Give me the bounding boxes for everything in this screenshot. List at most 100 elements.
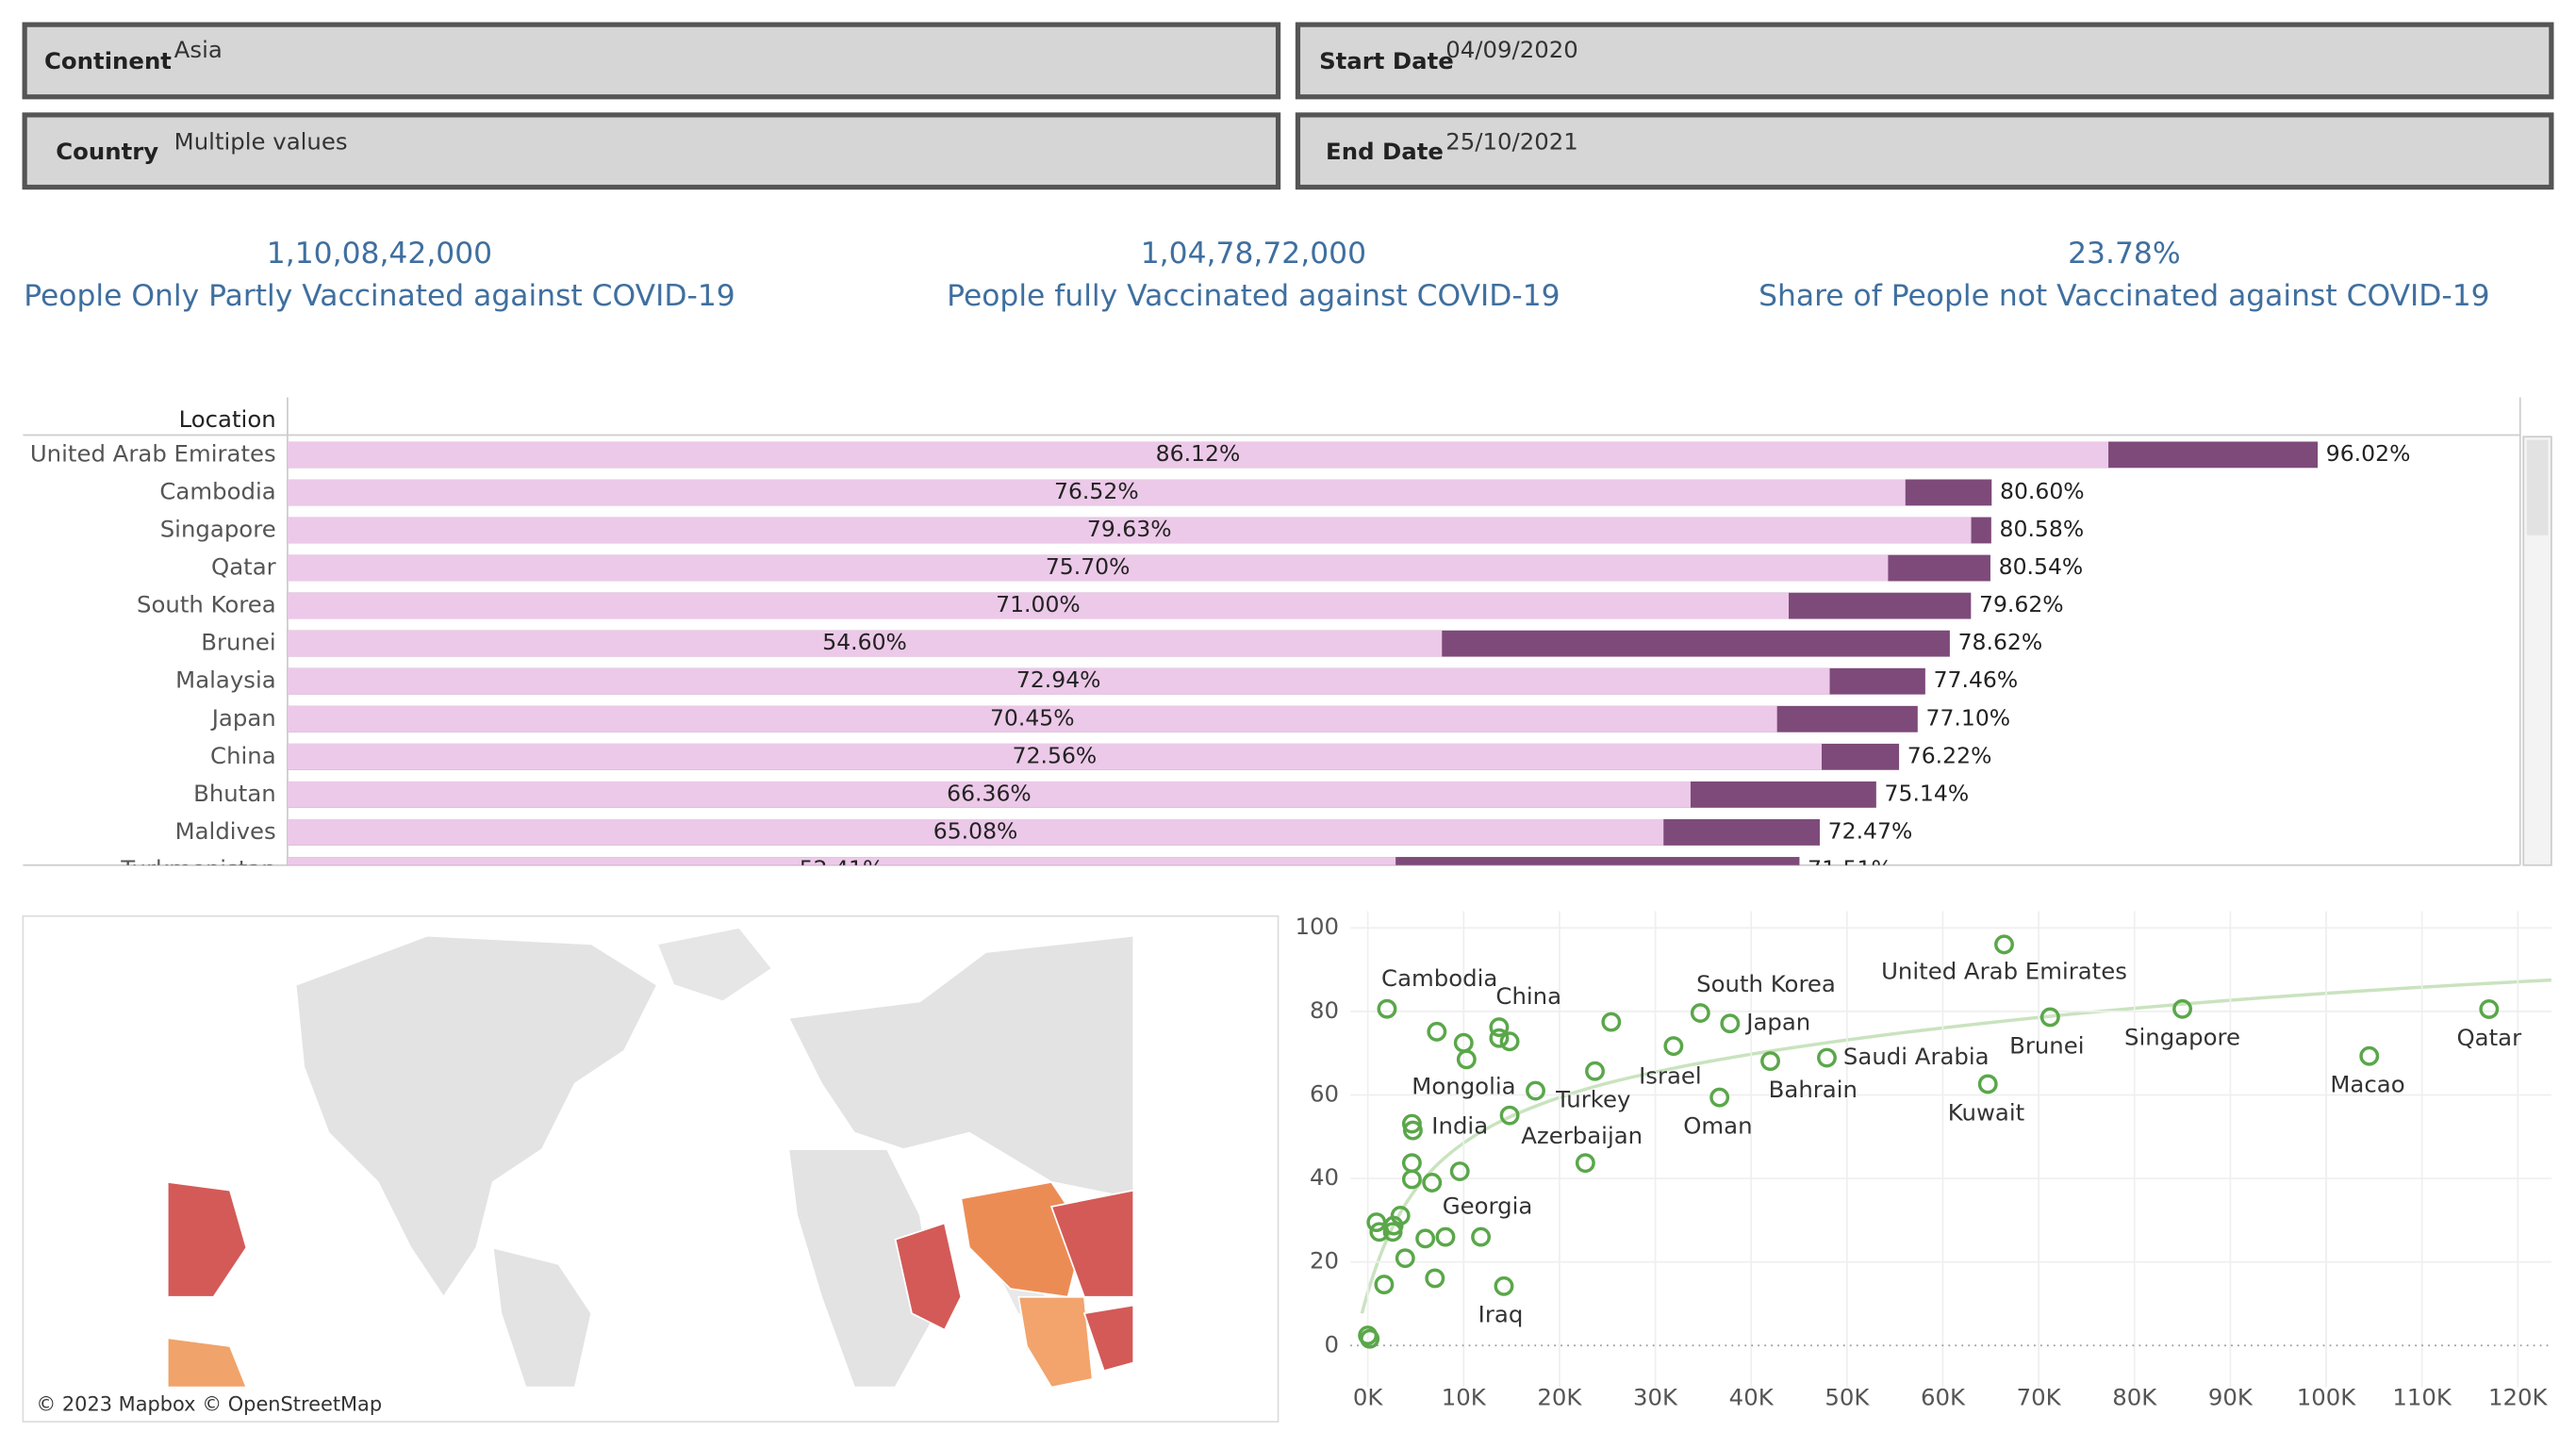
point-label: Singapore xyxy=(2124,1024,2240,1051)
value-label: 76.22% xyxy=(1907,742,1992,768)
bar xyxy=(287,441,2109,469)
asia-region xyxy=(894,1222,963,1331)
point-label: Iraq xyxy=(1478,1301,1524,1328)
category-label: Japan xyxy=(210,704,276,732)
y-tick-label: 60 xyxy=(1310,1079,1339,1107)
value-label: 70.45% xyxy=(990,704,1075,731)
x-tick-label: 70K xyxy=(2017,1384,2062,1411)
scatter-point xyxy=(1817,1047,1837,1068)
y-tick-label: 100 xyxy=(1295,913,1339,940)
value-label: 52.41% xyxy=(800,855,884,881)
filter-value: 25/10/2021 xyxy=(1445,128,1578,156)
scatter-point xyxy=(1401,1113,1422,1134)
scatter-point xyxy=(1456,1049,1477,1070)
y-tick-label: 40 xyxy=(1310,1163,1339,1191)
scatter-point xyxy=(1471,1226,1492,1247)
value-label: 72.94% xyxy=(1016,666,1101,693)
point-label: Mongolia xyxy=(1412,1073,1515,1100)
point-label: China xyxy=(1495,982,1561,1010)
value-label: 79.63% xyxy=(1087,516,1172,542)
scatter-point xyxy=(1499,1031,1520,1052)
value-label: 80.58% xyxy=(2000,516,2085,542)
x-tick-label: 120K xyxy=(2488,1384,2549,1411)
asia-region xyxy=(166,1337,248,1389)
kpi-label: People Only Partly Vaccinated against CO… xyxy=(24,279,735,313)
bar xyxy=(287,857,1396,865)
land xyxy=(655,926,774,1003)
scatter-point xyxy=(1499,1105,1520,1126)
value-label: 54.60% xyxy=(822,629,907,655)
value-label: 80.54% xyxy=(1999,553,2084,580)
value-label: 76.52% xyxy=(1054,478,1139,504)
kpi-value: 1,04,78,72,000 xyxy=(1141,237,1366,271)
x-tick-label: 50K xyxy=(1825,1384,1870,1411)
filter-value: Multiple values xyxy=(174,128,348,156)
bar xyxy=(287,554,1889,582)
category-label: Bhutan xyxy=(193,780,276,807)
category-label: Turkmenistan xyxy=(120,855,275,882)
y-tick-label: 80 xyxy=(1310,996,1339,1024)
point-label: Turkey xyxy=(1555,1086,1630,1113)
scatter-point xyxy=(1360,1328,1380,1349)
filter-value: 04/09/2020 xyxy=(1445,36,1578,63)
scatter-point xyxy=(1425,1268,1445,1289)
bar xyxy=(287,517,1972,544)
scatter-point xyxy=(1601,1012,1622,1032)
scatter-point xyxy=(1427,1021,1447,1042)
point-label: Azerbaijan xyxy=(1521,1122,1643,1149)
kpi-value: 1,10,08,42,000 xyxy=(267,237,492,271)
point-label: Japan xyxy=(1744,1009,1810,1036)
kpi-value: 23.78% xyxy=(2068,237,2181,271)
category-label: Malaysia xyxy=(175,666,276,694)
scatter-point xyxy=(1489,1017,1510,1038)
filters: Continent Asia Start Date 04/09/2020 Cou… xyxy=(22,22,2554,190)
scatter-point xyxy=(1709,1087,1730,1108)
filter-box[interactable] xyxy=(22,22,1281,100)
scatter-point xyxy=(1401,1153,1422,1174)
category-label: China xyxy=(210,742,276,769)
value-label: 65.08% xyxy=(933,817,1018,844)
value-label: 78.62% xyxy=(1958,629,2043,655)
land xyxy=(787,1148,938,1389)
asia-region xyxy=(1017,1295,1094,1389)
scatter-point xyxy=(1690,1003,1710,1023)
scatter-point xyxy=(1377,998,1397,1019)
point-label: Georgia xyxy=(1443,1193,1533,1220)
value-label: 75.70% xyxy=(1046,553,1131,580)
filter-box[interactable] xyxy=(1295,22,2554,100)
value-label: 66.36% xyxy=(947,780,1032,806)
scroll-thumb[interactable] xyxy=(2526,439,2549,535)
scatter-point xyxy=(1422,1173,1443,1193)
point-label: India xyxy=(1431,1112,1488,1140)
bar-rows: United Arab Emirates 96.02% 86.12% Cambodia… xyxy=(30,439,2411,882)
kpi-label: People fully Vaccinated against COVID-19 xyxy=(947,279,1560,313)
x-tick-label: 30K xyxy=(1633,1384,1678,1411)
category-label: Singapore xyxy=(160,516,276,543)
scatter-point xyxy=(1494,1275,1514,1296)
point-label: Cambodia xyxy=(1381,964,1497,992)
value-label: 79.62% xyxy=(1979,591,2064,617)
value-label: 77.10% xyxy=(1926,704,2011,731)
scatter-point xyxy=(1575,1153,1595,1174)
scatter-point xyxy=(2359,1045,2380,1066)
scatter-point xyxy=(1374,1275,1395,1295)
x-tick-label: 0K xyxy=(1353,1384,1384,1411)
bar-chart: Location United Arab Emirates 96.02% 86.12… xyxy=(23,397,2552,882)
bar xyxy=(287,667,1830,695)
value-label: 72.56% xyxy=(1013,742,1098,768)
category-label: South Korea xyxy=(137,591,276,618)
point-label: Macao xyxy=(2330,1071,2404,1098)
point-label: South Korea xyxy=(1696,970,1836,997)
point-label: Bahrain xyxy=(1769,1076,1858,1103)
asia-region xyxy=(1049,1189,1135,1298)
category-label: Brunei xyxy=(201,629,275,656)
filter-box[interactable] xyxy=(22,112,1281,190)
filter-value: Asia xyxy=(174,36,223,63)
x-tick-label: 110K xyxy=(2392,1384,2452,1411)
category-label: Qatar xyxy=(211,553,277,581)
kpi-label: Share of People not Vaccinated against C… xyxy=(1759,279,2490,313)
point-label: Brunei xyxy=(2009,1031,2084,1059)
value-label: 96.02% xyxy=(2326,440,2411,467)
filter-box[interactable] xyxy=(1295,112,2554,190)
